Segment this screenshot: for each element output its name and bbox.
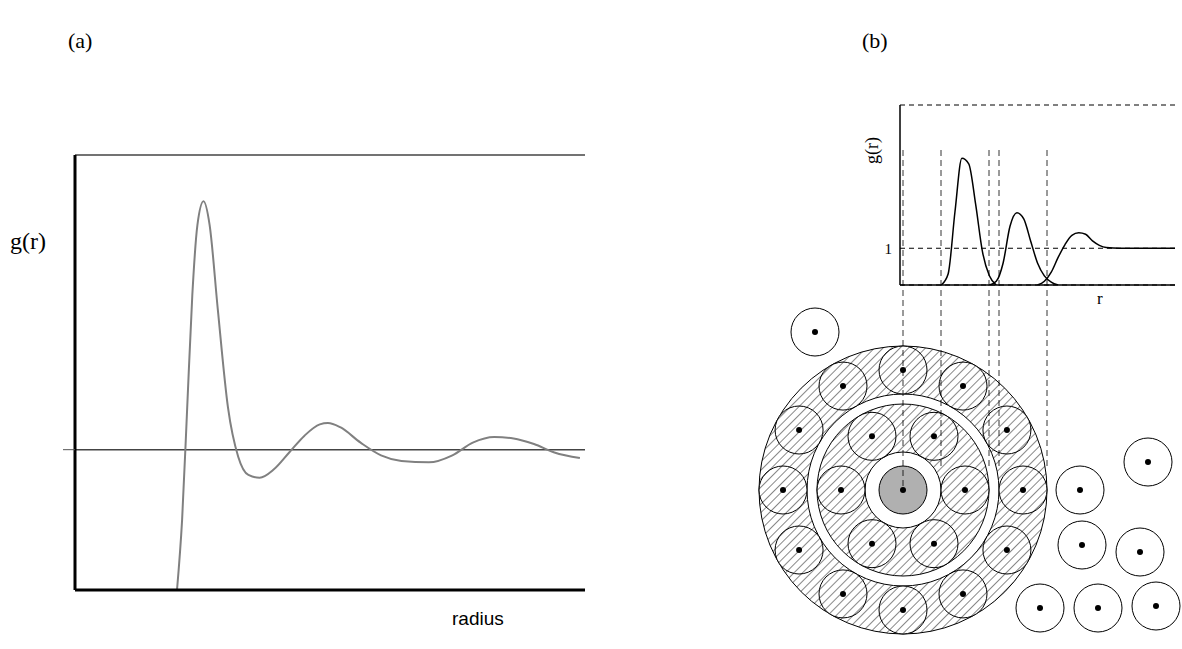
html-text:r: r [1097,289,1103,308]
html-text:g(r): g(r) [861,137,882,164]
html-text:(b): (b) [862,28,888,53]
html-text:g(r): g(r) [10,228,46,254]
html-text:radius: radius [452,608,504,629]
html-text:(a): (a) [68,28,93,53]
svg-text:1: 1 [885,241,893,257]
